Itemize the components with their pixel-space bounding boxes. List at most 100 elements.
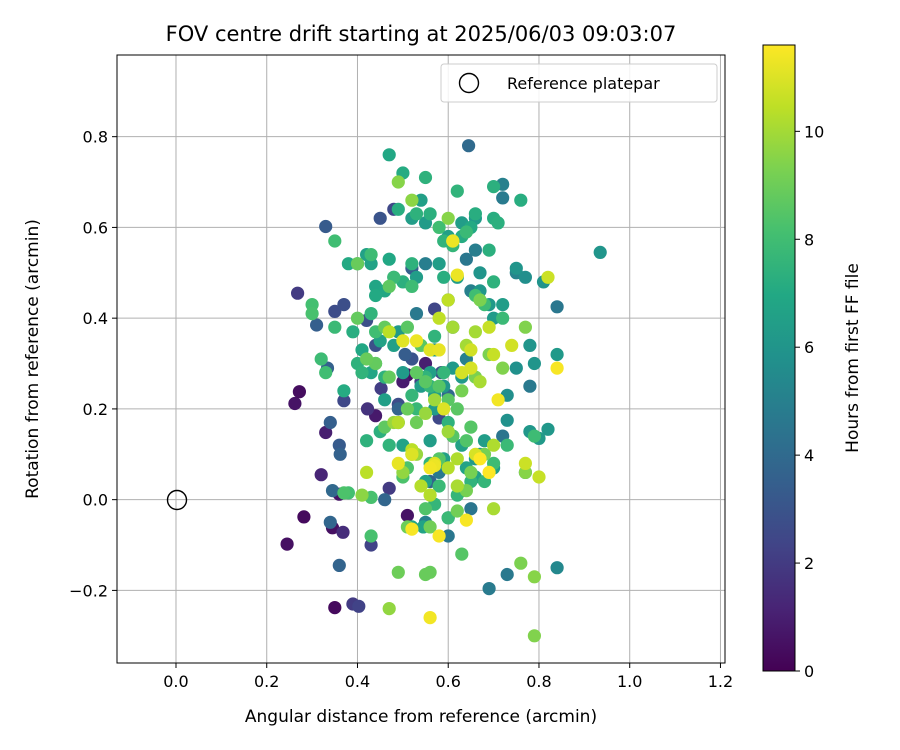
data-point bbox=[337, 298, 351, 312]
data-point bbox=[523, 379, 537, 393]
colorbar-ticks: 0 2 4 6 8 10 bbox=[795, 122, 824, 681]
data-point bbox=[441, 511, 455, 525]
data-point bbox=[541, 422, 555, 436]
data-point bbox=[487, 502, 501, 516]
data-point bbox=[432, 379, 446, 393]
data-point bbox=[446, 234, 460, 248]
data-point bbox=[409, 307, 424, 321]
data-point bbox=[473, 375, 487, 389]
data-point bbox=[418, 502, 433, 516]
y-tick-label: 0.4 bbox=[83, 309, 108, 328]
data-point bbox=[418, 567, 433, 582]
data-point bbox=[437, 402, 451, 416]
data-point bbox=[491, 216, 505, 230]
data-point bbox=[500, 438, 514, 452]
chart-title: FOV centre drift starting at 2025/06/03 … bbox=[166, 22, 677, 46]
x-tick-label: 0.0 bbox=[163, 672, 188, 691]
data-point bbox=[423, 207, 437, 221]
data-point bbox=[432, 529, 446, 543]
data-point bbox=[550, 347, 564, 362]
data-point bbox=[382, 481, 396, 495]
data-point bbox=[336, 525, 350, 539]
data-point bbox=[518, 456, 533, 470]
data-point bbox=[527, 570, 542, 584]
legend-box bbox=[440, 63, 718, 103]
data-point bbox=[373, 211, 387, 225]
data-point bbox=[473, 293, 487, 307]
data-point bbox=[328, 601, 342, 615]
data-point bbox=[396, 375, 410, 389]
data-point bbox=[527, 429, 542, 443]
colorbar-gradient bbox=[762, 44, 796, 672]
data-point bbox=[593, 245, 607, 259]
x-tick-label: 0.2 bbox=[254, 672, 279, 691]
data-point bbox=[455, 547, 469, 561]
data-point bbox=[333, 447, 347, 461]
data-point bbox=[382, 602, 396, 616]
data-point bbox=[409, 334, 424, 348]
colorbar-tick-label: 6 bbox=[804, 338, 814, 357]
data-point bbox=[518, 270, 533, 284]
data-point bbox=[355, 366, 369, 380]
data-point bbox=[400, 508, 414, 523]
data-point bbox=[319, 425, 333, 440]
data-point bbox=[350, 311, 365, 325]
data-point bbox=[360, 465, 374, 479]
x-tick-label: 0.8 bbox=[526, 672, 551, 691]
data-point bbox=[405, 193, 419, 207]
data-point bbox=[360, 434, 374, 448]
data-point bbox=[364, 307, 378, 321]
data-point bbox=[437, 366, 451, 380]
data-point bbox=[418, 170, 433, 185]
data-point bbox=[418, 406, 433, 420]
data-point bbox=[352, 599, 366, 613]
data-point bbox=[491, 393, 505, 407]
legend-marker-reference bbox=[458, 72, 480, 94]
y-tick-label: −0.2 bbox=[69, 581, 108, 600]
data-point bbox=[437, 270, 451, 284]
data-point bbox=[423, 434, 437, 448]
y-tick-label: 0.0 bbox=[83, 491, 108, 510]
data-point bbox=[305, 307, 319, 321]
data-point bbox=[414, 479, 428, 493]
data-point bbox=[509, 361, 523, 375]
data-point bbox=[505, 338, 519, 352]
data-point bbox=[360, 352, 374, 366]
data-point bbox=[532, 470, 546, 484]
data-point bbox=[418, 375, 433, 389]
data-point bbox=[441, 461, 455, 475]
plot-frame bbox=[116, 54, 726, 664]
colorbar-label: Hours from first FF file bbox=[843, 263, 863, 453]
data-point bbox=[328, 304, 342, 318]
data-point bbox=[355, 488, 369, 502]
data-point bbox=[360, 402, 375, 416]
data-point bbox=[423, 488, 437, 502]
data-point bbox=[468, 243, 482, 257]
data-point bbox=[450, 184, 464, 198]
data-point bbox=[450, 479, 464, 493]
reference-point-marker bbox=[166, 489, 188, 511]
data-point bbox=[464, 502, 478, 516]
data-point bbox=[337, 486, 351, 500]
data-point bbox=[364, 248, 378, 262]
data-point bbox=[414, 193, 428, 207]
data-point bbox=[337, 394, 351, 408]
data-point bbox=[518, 320, 533, 334]
x-axis-ticks: 0.0 0.2 0.4 0.6 0.8 1.0 1.2 bbox=[163, 663, 733, 691]
x-axis-label: Angular distance from reference (arcmin) bbox=[245, 707, 597, 727]
x-tick-label: 0.4 bbox=[345, 672, 370, 691]
data-point bbox=[382, 148, 396, 162]
data-point bbox=[409, 207, 424, 221]
data-point bbox=[496, 191, 510, 205]
data-point bbox=[291, 286, 305, 300]
data-point bbox=[432, 479, 446, 493]
data-point bbox=[405, 257, 419, 271]
data-point bbox=[468, 207, 482, 221]
x-tick-label: 0.6 bbox=[435, 672, 460, 691]
data-point bbox=[280, 537, 294, 551]
data-point bbox=[374, 381, 388, 396]
data-point bbox=[391, 456, 405, 470]
data-point bbox=[382, 325, 396, 339]
data-point bbox=[332, 558, 346, 573]
